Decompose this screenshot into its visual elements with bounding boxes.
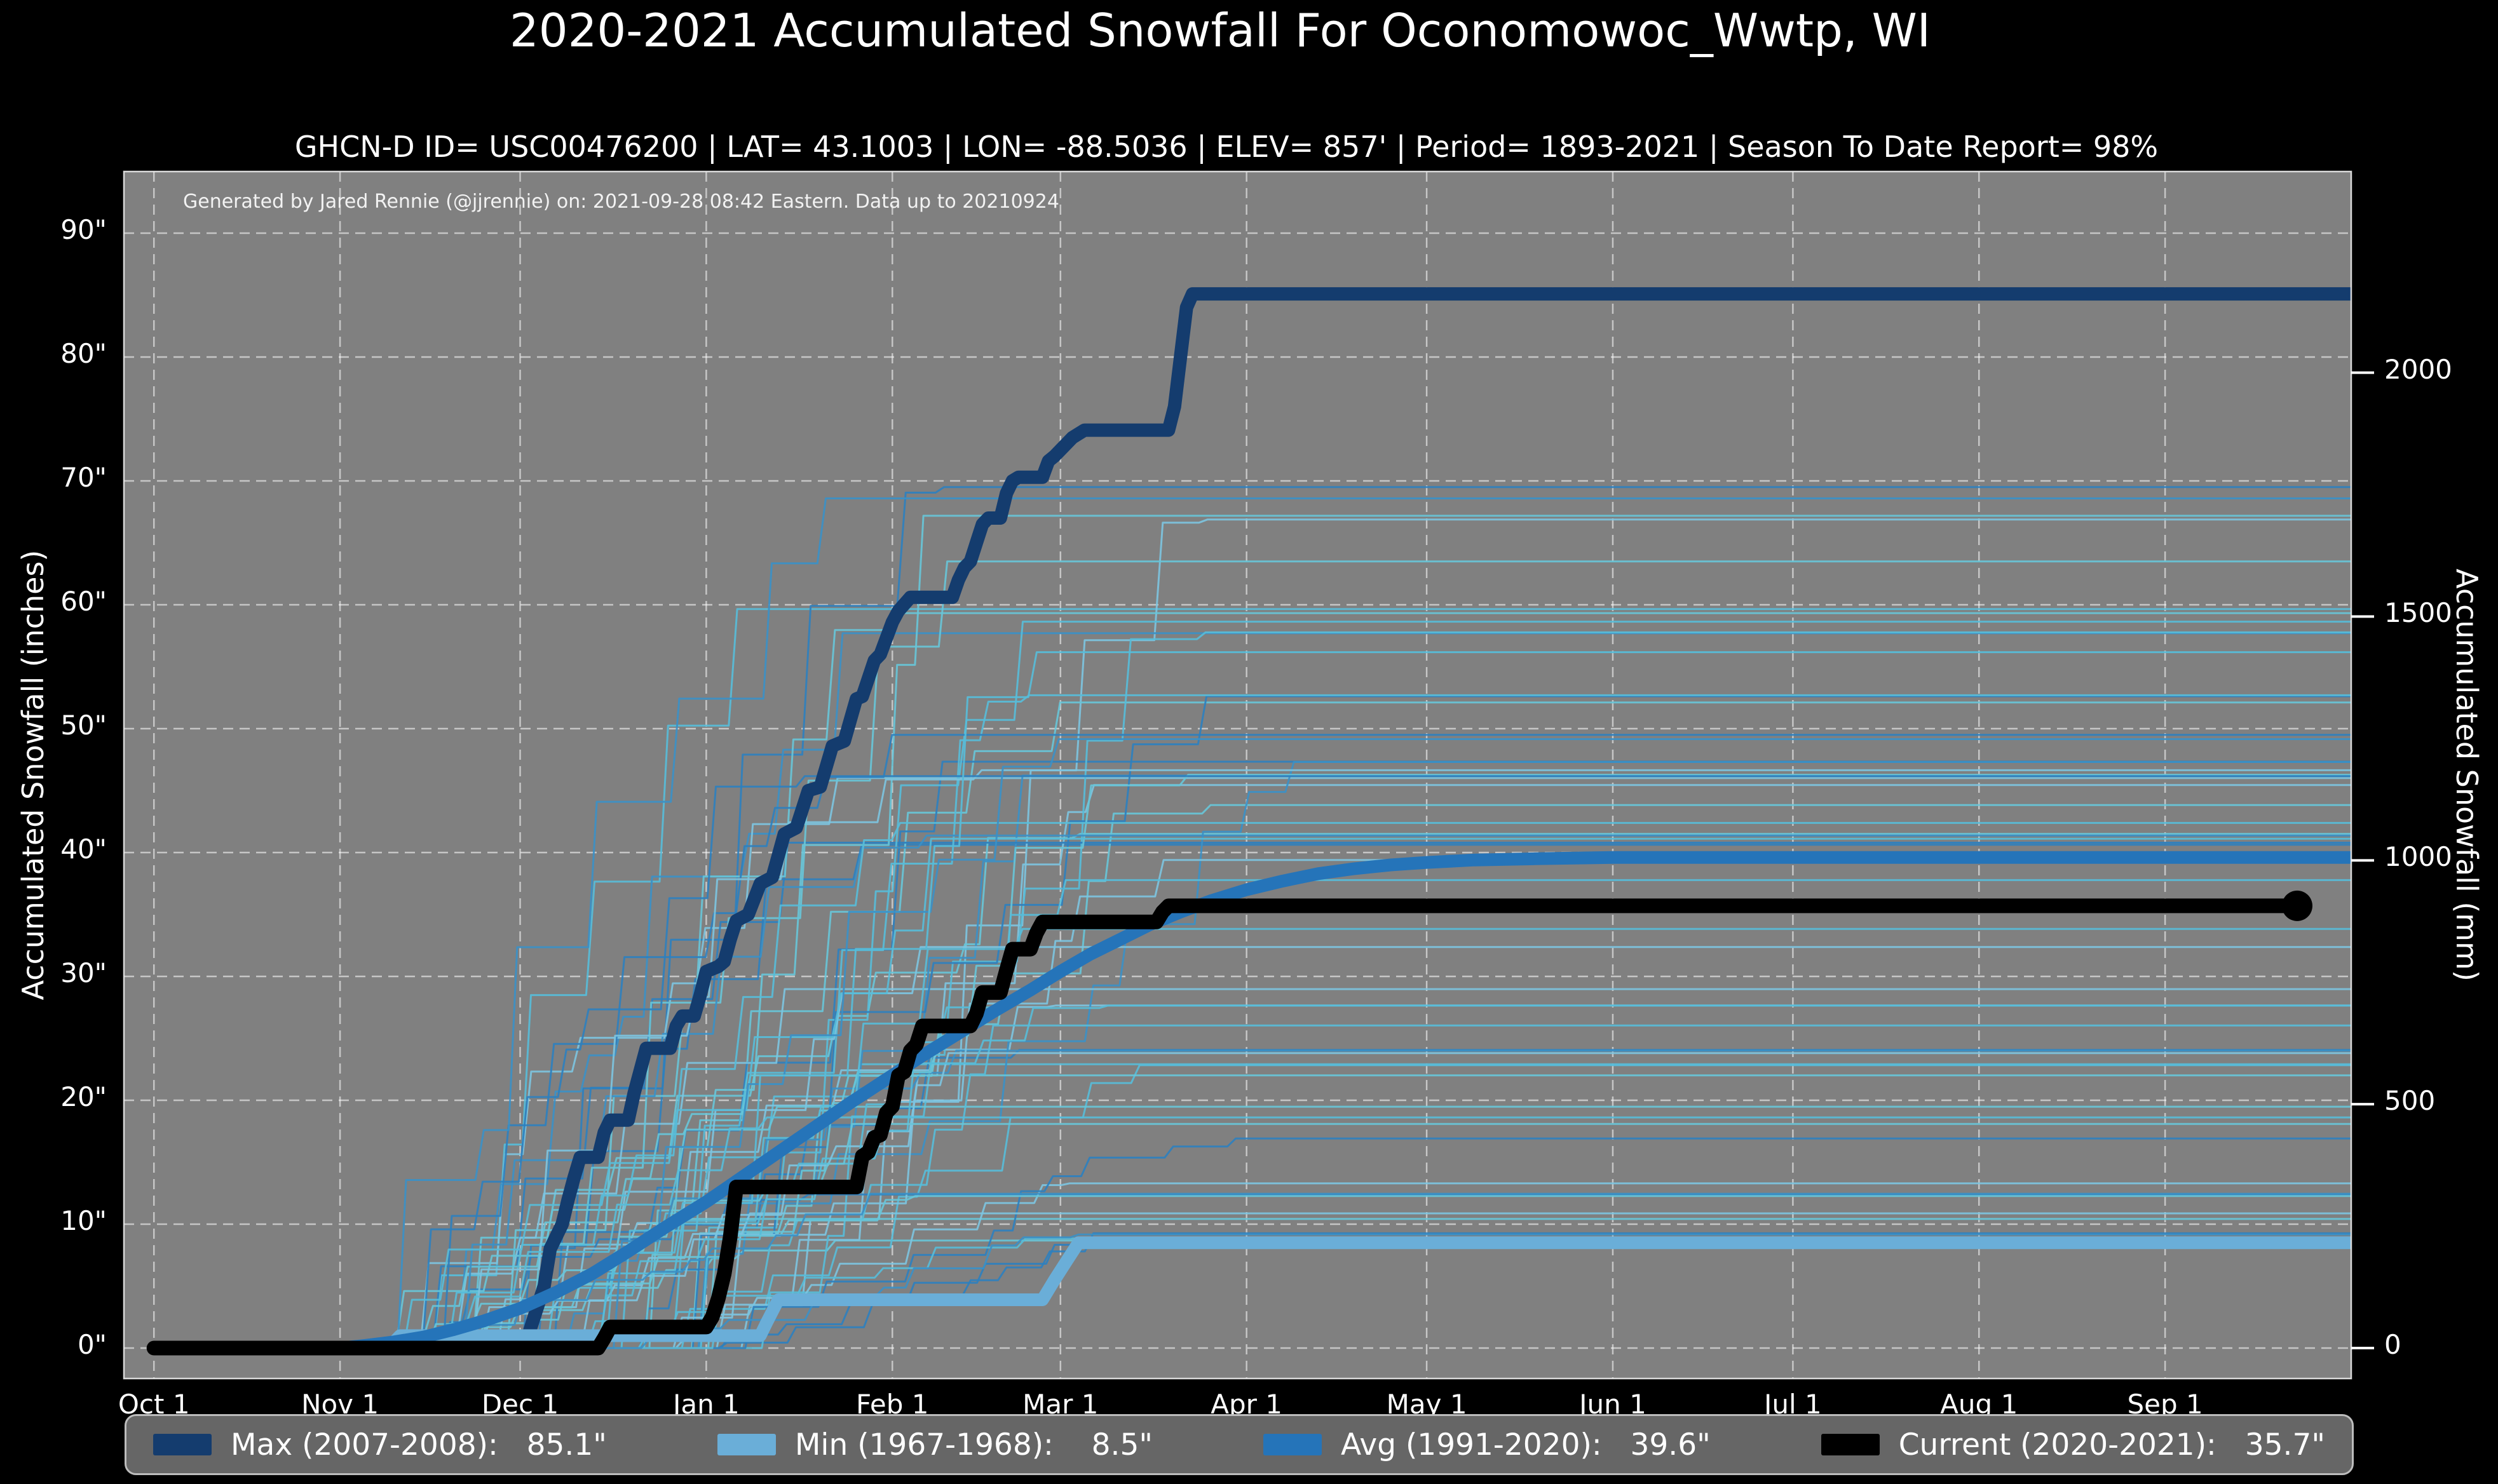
y-axis-title-left: Accumulated Snowfall (inches) [16,550,50,1001]
legend: Max (2007-2008): 85.1" Min (1967-1968): … [125,1414,2354,1475]
chart-subtitle: GHCN-D ID= USC00476200 | LAT= 43.1003 | … [294,130,2159,164]
plot-border [123,170,2352,1380]
right-tick-marks [2351,371,2374,1350]
legend-label-min: Min (1967-1968): 8.5" [794,1427,1153,1462]
season-line [153,651,2351,1349]
legend-swatch-current-line [1821,1434,1880,1455]
legend-swatch-min-line [717,1434,776,1455]
legend-label-avg: Avg (1991-2020): 39.6" [1340,1427,1711,1462]
season-line [153,837,2351,1349]
legend-item-max: Max (2007-2008): 85.1" [153,1427,607,1462]
season-line [153,497,2351,1349]
legend-item-avg: Avg (1991-2020): 39.6" [1263,1427,1711,1462]
legend-swatch-avg-line [1263,1434,1322,1455]
chart-title: 2020-2021 Accumulated Snowfall For Ocono… [509,4,1931,57]
legend-item-min: Min (1967-1968): 8.5" [717,1427,1153,1462]
legend-item-current: Current (2020-2021): 35.7" [1821,1427,2325,1462]
legend-swatch-max-line [153,1434,212,1455]
series-max [147,287,2351,1355]
season-line [153,1074,2351,1349]
season-line [153,560,2351,1349]
season-line [153,1004,2351,1349]
series-avg [147,851,2351,1354]
legend-label-current: Current (2020-2021): 35.7" [1898,1427,2325,1462]
season-line [153,701,2351,1349]
season-line [153,821,2351,1349]
legend-label-max: Max (2007-2008): 85.1" [231,1427,607,1462]
current-end-dot [2281,890,2312,921]
season-line [153,1064,2351,1349]
season-line [153,518,2351,1349]
season-line [153,695,2351,1349]
season-line [153,1063,2351,1349]
season-line [153,775,2351,1349]
y-axis-title-right: Accumulated Snowfall (mm) [2450,569,2484,981]
season-line [153,515,2351,1349]
attribution-text: Generated by Jared Rennie (@jjrennie) on… [183,191,1059,213]
season-line [153,738,2351,1349]
series-current [146,898,2305,1356]
season-line [153,694,2351,1349]
season-line [153,621,2351,1349]
season-line [153,842,2351,1349]
data-lines-group [146,287,2351,1356]
season-line [153,631,2351,1349]
season-line [153,834,2351,1349]
season-line [153,1052,2351,1349]
season-line [153,774,2351,1349]
